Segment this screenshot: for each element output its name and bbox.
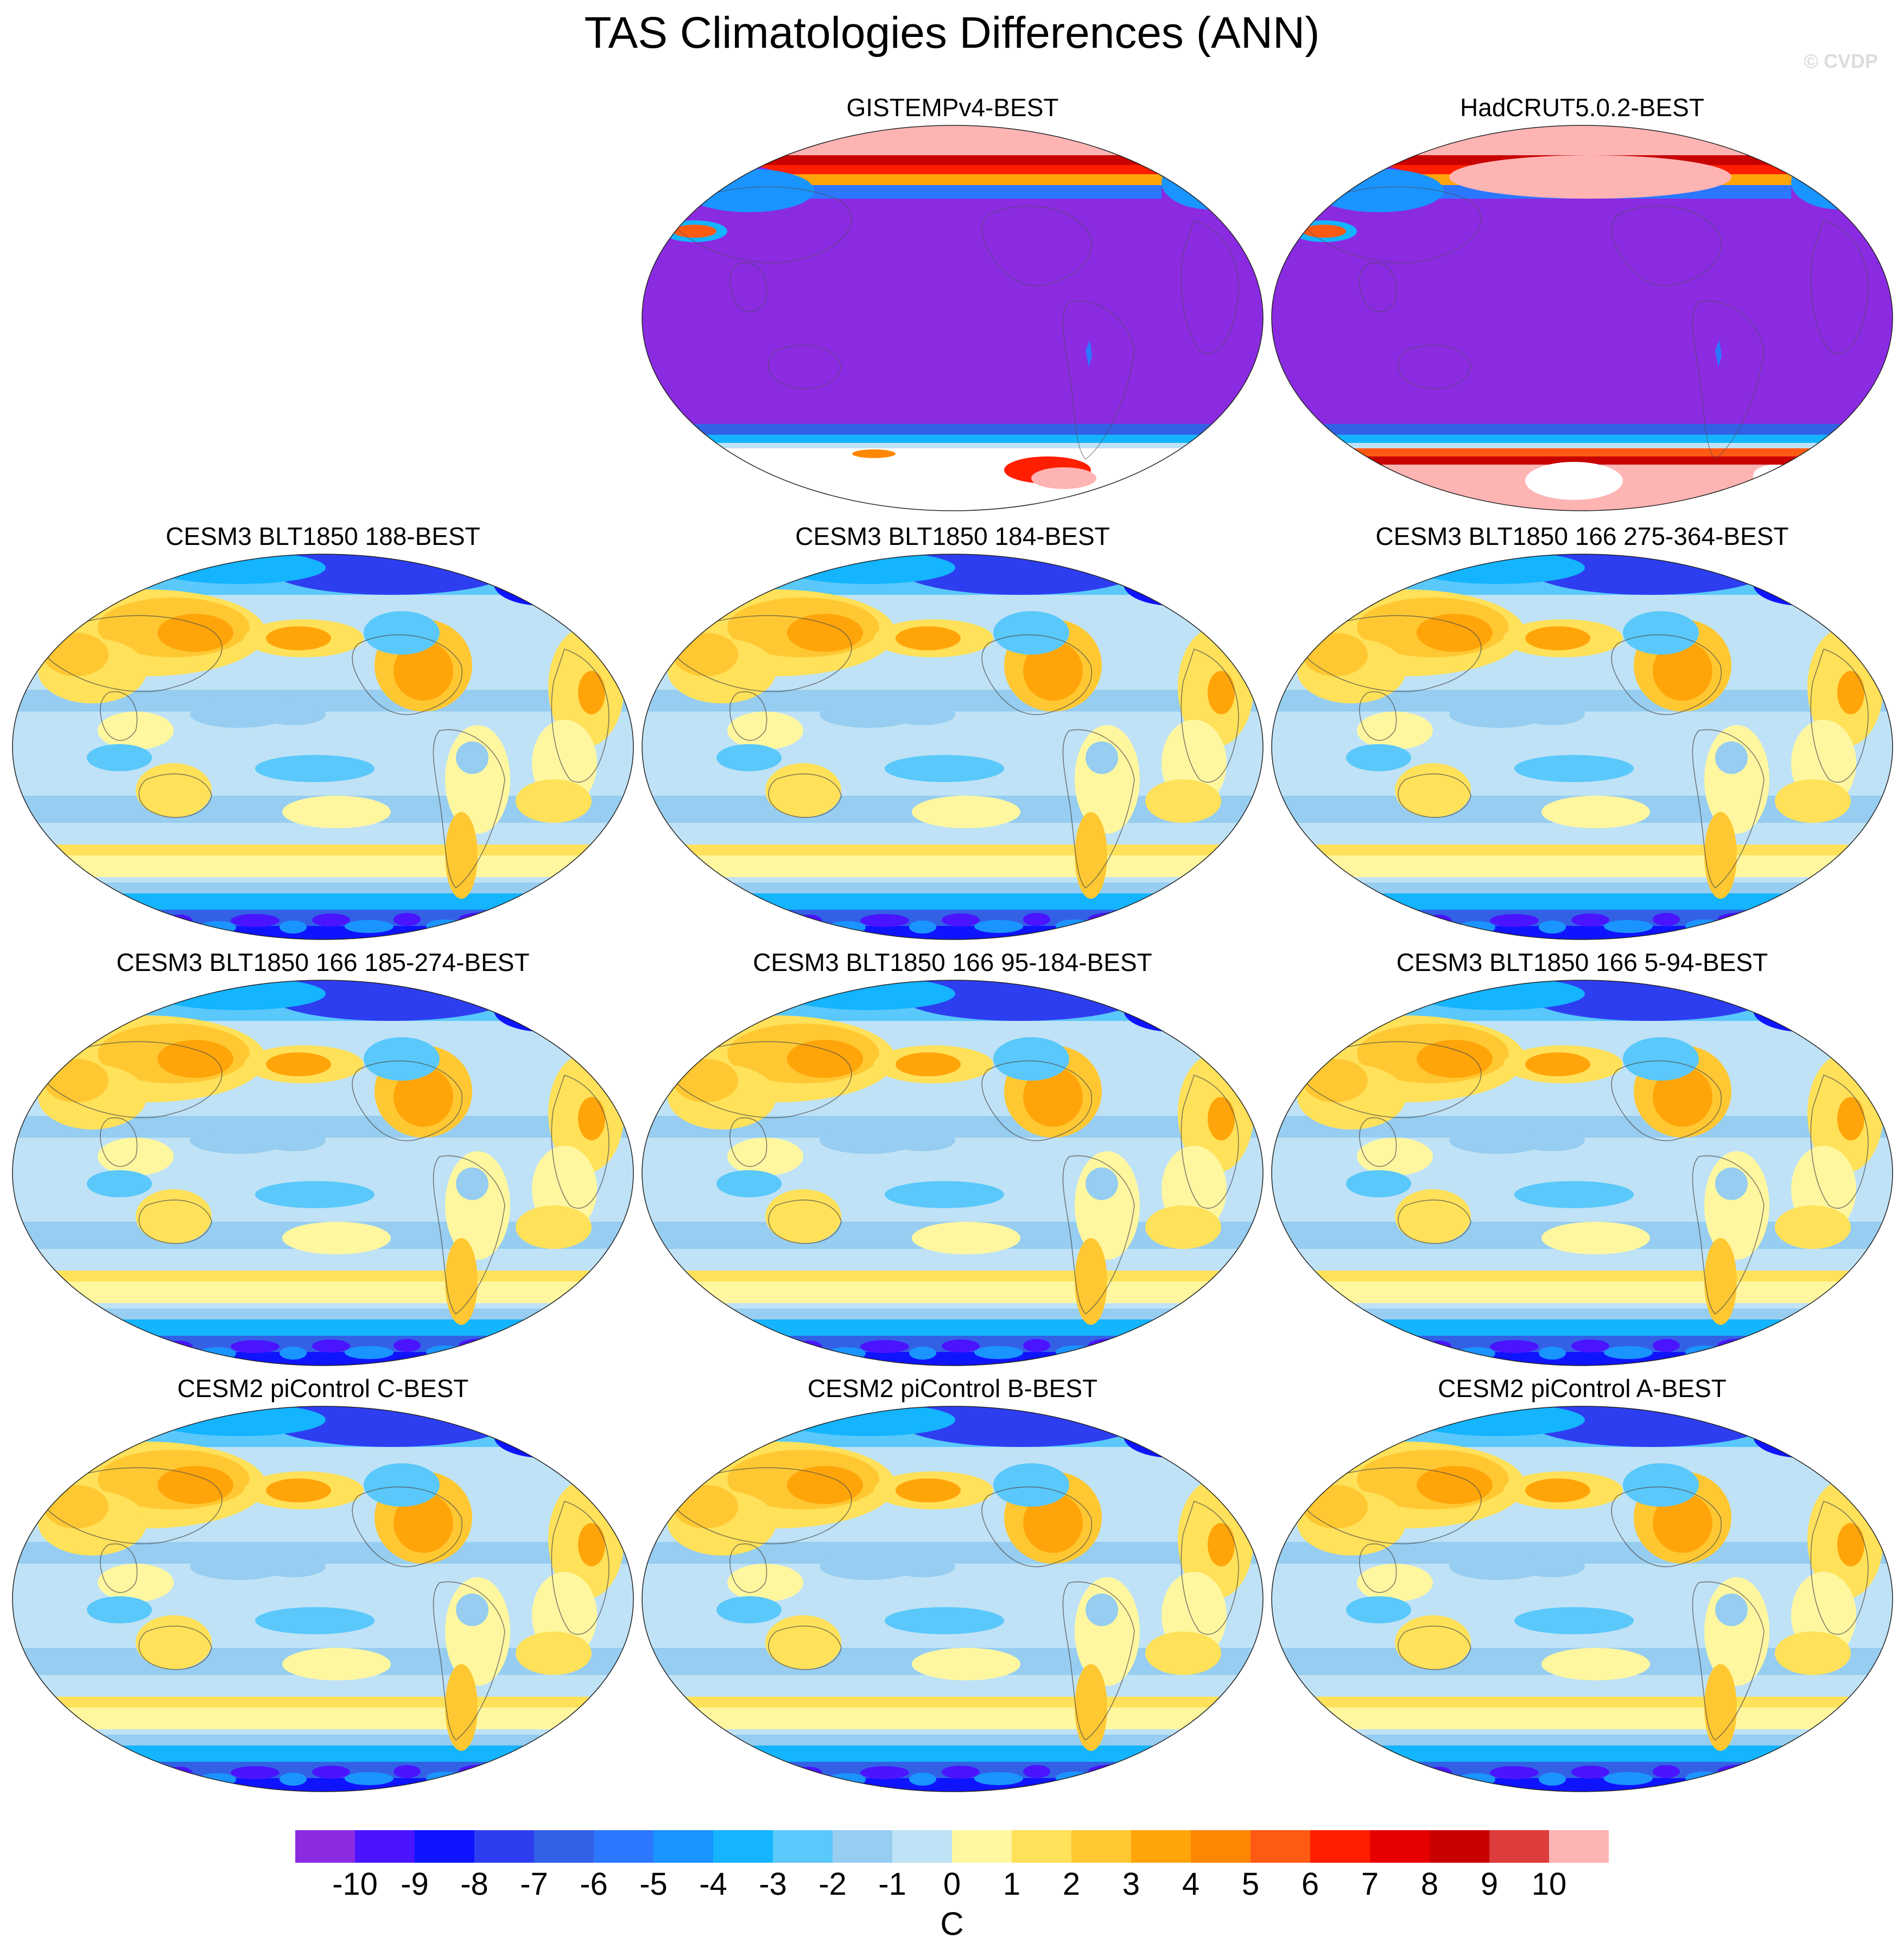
panel-cesm3-166-95: CESM3 BLT1850 166 95-184-BEST xyxy=(640,947,1265,1366)
panel-title: GISTEMPv4-BEST xyxy=(846,93,1059,122)
colorbar-swatch xyxy=(355,1830,415,1863)
map-cesm3-188 xyxy=(12,554,634,940)
panel-title: CESM2 piControl C-BEST xyxy=(177,1374,469,1402)
colorbar-tick-label: 0 xyxy=(943,1867,961,1902)
panel-cesm2-a: CESM2 piControl A-BEST xyxy=(1270,1373,1894,1792)
figure-title: TAS Climatologies Differences (ANN) xyxy=(584,8,1320,58)
panel-title: CESM3 BLT1850 188-BEST xyxy=(166,522,480,550)
colorbar-tick-label: 2 xyxy=(1062,1867,1081,1902)
colorbar-tick-label: 1 xyxy=(1002,1867,1021,1902)
colorbar-tick-label: -5 xyxy=(639,1867,668,1902)
panel-cesm3-166-185: CESM3 BLT1850 166 185-274-BEST xyxy=(11,947,635,1366)
panel-gistemp: GISTEMPv4-BEST xyxy=(640,92,1265,511)
colorbar-swatch xyxy=(1191,1830,1251,1863)
map-cesm3-166-185 xyxy=(12,980,634,1366)
panel-cesm3-166-5: CESM3 BLT1850 166 5-94-BEST xyxy=(1270,947,1894,1366)
panel-cesm2-b: CESM2 piControl B-BEST xyxy=(640,1373,1265,1792)
colorbar-swatch xyxy=(892,1830,953,1863)
colorbar-swatches xyxy=(295,1830,1609,1863)
panel-cesm3-184: CESM3 BLT1850 184-BEST xyxy=(640,521,1265,940)
colorbar-unit: C xyxy=(940,1906,964,1942)
map-hadcrut xyxy=(1271,125,1893,511)
colorbar-swatch xyxy=(653,1830,714,1863)
colorbar-swatch xyxy=(415,1830,475,1863)
colorbar-tick-label: 10 xyxy=(1531,1867,1567,1902)
map-cesm3-166-5 xyxy=(1271,980,1893,1366)
colorbar-tick-label: -4 xyxy=(699,1867,727,1902)
colorbar-tick-label: -2 xyxy=(818,1867,847,1902)
colorbar-tick-label: -3 xyxy=(759,1867,787,1902)
panel-title: CESM3 BLT1850 166 275-364-BEST xyxy=(1375,522,1789,550)
colorbar-tick-label: 9 xyxy=(1480,1867,1499,1902)
colorbar-swatch xyxy=(833,1830,893,1863)
panel-title: CESM3 BLT1850 166 5-94-BEST xyxy=(1396,948,1768,976)
watermark: © CVDP xyxy=(1804,50,1878,72)
panel-title: CESM3 BLT1850 166 185-274-BEST xyxy=(116,948,530,976)
colorbar-swatch xyxy=(1310,1830,1370,1863)
colorbar-tick-label: -1 xyxy=(878,1867,906,1902)
colorbar-swatch xyxy=(1251,1830,1311,1863)
colorbar-swatch xyxy=(1012,1830,1072,1863)
colorbar-swatch xyxy=(1549,1830,1609,1863)
panel-cesm3-166-275: CESM3 BLT1850 166 275-364-BEST xyxy=(1270,521,1894,940)
map-cesm3-166-275 xyxy=(1271,554,1893,940)
map-cesm2-c xyxy=(12,1406,634,1792)
colorbar-swatch xyxy=(1370,1830,1430,1863)
colorbar-labels: -10 -9 -8 -7 -6 -5 -4 -3 -2 -1 0 1 2 3 4 5 6 7 8 9 10 xyxy=(295,1866,1609,1904)
colorbar-swatch xyxy=(773,1830,833,1863)
colorbar-tick-label: 5 xyxy=(1241,1867,1260,1902)
colorbar-tick-label: -7 xyxy=(520,1867,548,1902)
colorbar-swatch xyxy=(534,1830,594,1863)
colorbar-tick-label: 7 xyxy=(1361,1867,1379,1902)
map-cesm3-184 xyxy=(642,554,1264,940)
colorbar-swatch xyxy=(1131,1830,1191,1863)
panel-title: CESM3 BLT1850 166 95-184-BEST xyxy=(753,948,1152,976)
map-gistemp xyxy=(642,125,1264,511)
map-cesm2-b xyxy=(642,1406,1264,1792)
colorbar-tick-label: 8 xyxy=(1420,1867,1439,1902)
panel-hadcrut: HadCRUT5.0.2-BEST xyxy=(1270,92,1894,511)
colorbar-tick-label: -9 xyxy=(401,1867,429,1902)
panel-title: CESM2 piControl B-BEST xyxy=(807,1374,1098,1402)
colorbar-swatch xyxy=(713,1830,773,1863)
map-cesm2-a xyxy=(1271,1406,1893,1792)
colorbar-tick-label: 6 xyxy=(1301,1867,1319,1902)
colorbar-tick-label: -6 xyxy=(580,1867,608,1902)
colorbar-swatch xyxy=(1489,1830,1550,1863)
colorbar-swatch xyxy=(295,1830,356,1863)
panel-title: HadCRUT5.0.2-BEST xyxy=(1460,93,1704,122)
panel-title: CESM2 piControl A-BEST xyxy=(1438,1374,1727,1402)
colorbar-swatch xyxy=(1071,1830,1132,1863)
colorbar-swatch xyxy=(474,1830,535,1863)
panel-cesm3-188: CESM3 BLT1850 188-BEST xyxy=(11,521,635,940)
colorbar-tick-label: 4 xyxy=(1182,1867,1200,1902)
colorbar-swatch xyxy=(594,1830,654,1863)
map-cesm3-166-95 xyxy=(642,980,1264,1366)
colorbar-tick-label: -8 xyxy=(460,1867,488,1902)
colorbar-tick-label: -10 xyxy=(332,1867,378,1902)
colorbar-swatch xyxy=(952,1830,1012,1863)
panel-title: CESM3 BLT1850 184-BEST xyxy=(795,522,1110,550)
panel-cesm2-c: CESM2 piControl C-BEST xyxy=(11,1373,635,1792)
colorbar xyxy=(295,1830,1609,1863)
colorbar-tick-label: 3 xyxy=(1122,1867,1140,1902)
colorbar-swatch xyxy=(1430,1830,1490,1863)
